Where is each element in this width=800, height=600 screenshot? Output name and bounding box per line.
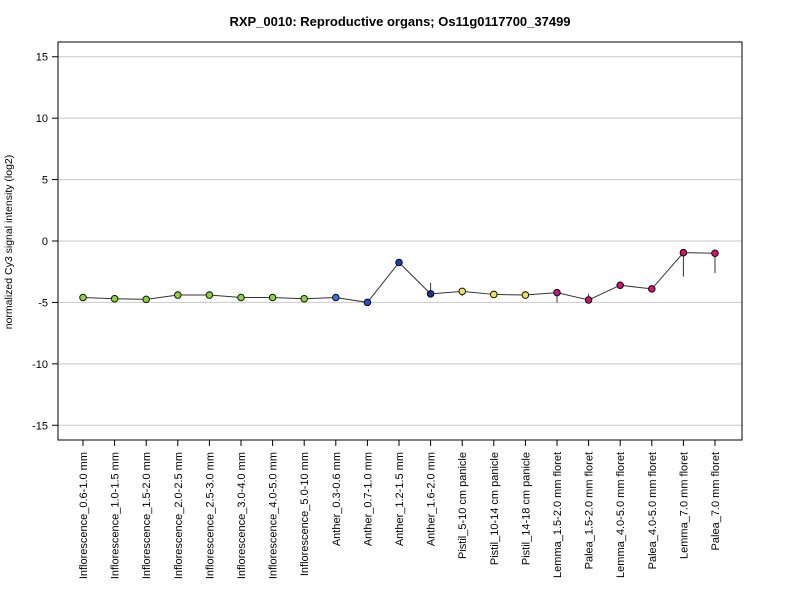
x-tick-label: Pistil_14-18 cm panicle <box>520 452 532 565</box>
x-tick-label: Pistil_5-10 cm panicle <box>457 452 469 559</box>
data-point <box>711 249 719 258</box>
x-tick-label: Anther_0.3-0.6 mm <box>331 452 343 546</box>
y-axis: 15 10 5 0 -5 -10 -15 <box>32 52 58 432</box>
y-tick-label: 15 <box>36 52 48 64</box>
x-tick-label: Palea_1.5-2.0 mm floret <box>584 452 596 569</box>
x-tick-label: Inflorescence_1.5-2.0 mm <box>141 452 153 579</box>
data-point <box>268 293 277 302</box>
x-tick-label: Inflorescence_2.0-2.5 mm <box>173 452 185 579</box>
x-tick-label: Anther_1.2-1.5 mm <box>394 452 406 546</box>
data-point <box>521 291 530 299</box>
x-tick-label: Anther_0.7-1.0 mm <box>362 452 374 546</box>
data-point <box>426 290 435 298</box>
y-tick-label: 10 <box>36 113 48 125</box>
y-tick-label: 0 <box>42 236 48 248</box>
x-tick-label: Inflorescence_5.0-10 mm <box>299 452 311 576</box>
y-tick-label: -15 <box>32 420 48 432</box>
grid-lines <box>58 56 742 426</box>
y-tick-label: -10 <box>32 359 48 371</box>
data-point <box>142 295 150 304</box>
data-point <box>648 285 656 293</box>
data-point <box>584 296 593 304</box>
data-point <box>458 287 466 296</box>
x-tick-label: Palea_4.0-5.0 mm floret <box>647 452 659 569</box>
data-point <box>490 290 498 299</box>
data-point <box>174 291 182 299</box>
x-tick-label: Inflorescence_2.5-3.0 mm <box>204 452 216 579</box>
x-tick-label: Palea_7.0 mm floret <box>710 452 722 550</box>
data-point <box>237 293 245 302</box>
y-tick-label: -5 <box>38 297 48 309</box>
data-point <box>363 298 372 307</box>
x-tick-label: Anther_1.6-2.0 mm <box>426 452 438 546</box>
y-tick-label: 5 <box>42 175 48 187</box>
x-tick-label: Inflorescence_3.0-4.0 mm <box>236 452 248 579</box>
data-point <box>300 294 308 303</box>
x-tick-label: Inflorescence_1.0-1.5 mm <box>110 452 122 579</box>
x-tick-label: Inflorescence_0.6-1.0 mm <box>78 452 90 579</box>
x-tick-label: Lemma_4.0-5.0 mm floret <box>615 452 627 578</box>
x-tick-label: Pistil_10-14 cm panicle <box>489 452 501 565</box>
data-point <box>616 281 624 289</box>
y-axis-label: normalized Cy3 signal intensity (log2) <box>3 155 15 330</box>
data-points <box>79 248 719 307</box>
data-point <box>679 248 688 257</box>
data-point <box>395 258 403 267</box>
x-axis: Inflorescence_0.6-1.0 mm Inflorescence_1.… <box>78 440 722 579</box>
data-point <box>205 291 214 299</box>
chart-title: RXP_0010: Reproductive organs; Os11g0117… <box>229 14 570 29</box>
x-tick-label: Lemma_7.0 mm floret <box>678 452 690 559</box>
data-point <box>79 293 87 302</box>
data-point <box>110 294 119 303</box>
x-tick-label: Inflorescence_4.0-5.0 mm <box>268 452 280 579</box>
x-tick-label: Lemma_1.5-2.0 mm floret <box>552 452 564 578</box>
data-point <box>332 293 340 302</box>
data-point <box>553 288 561 297</box>
